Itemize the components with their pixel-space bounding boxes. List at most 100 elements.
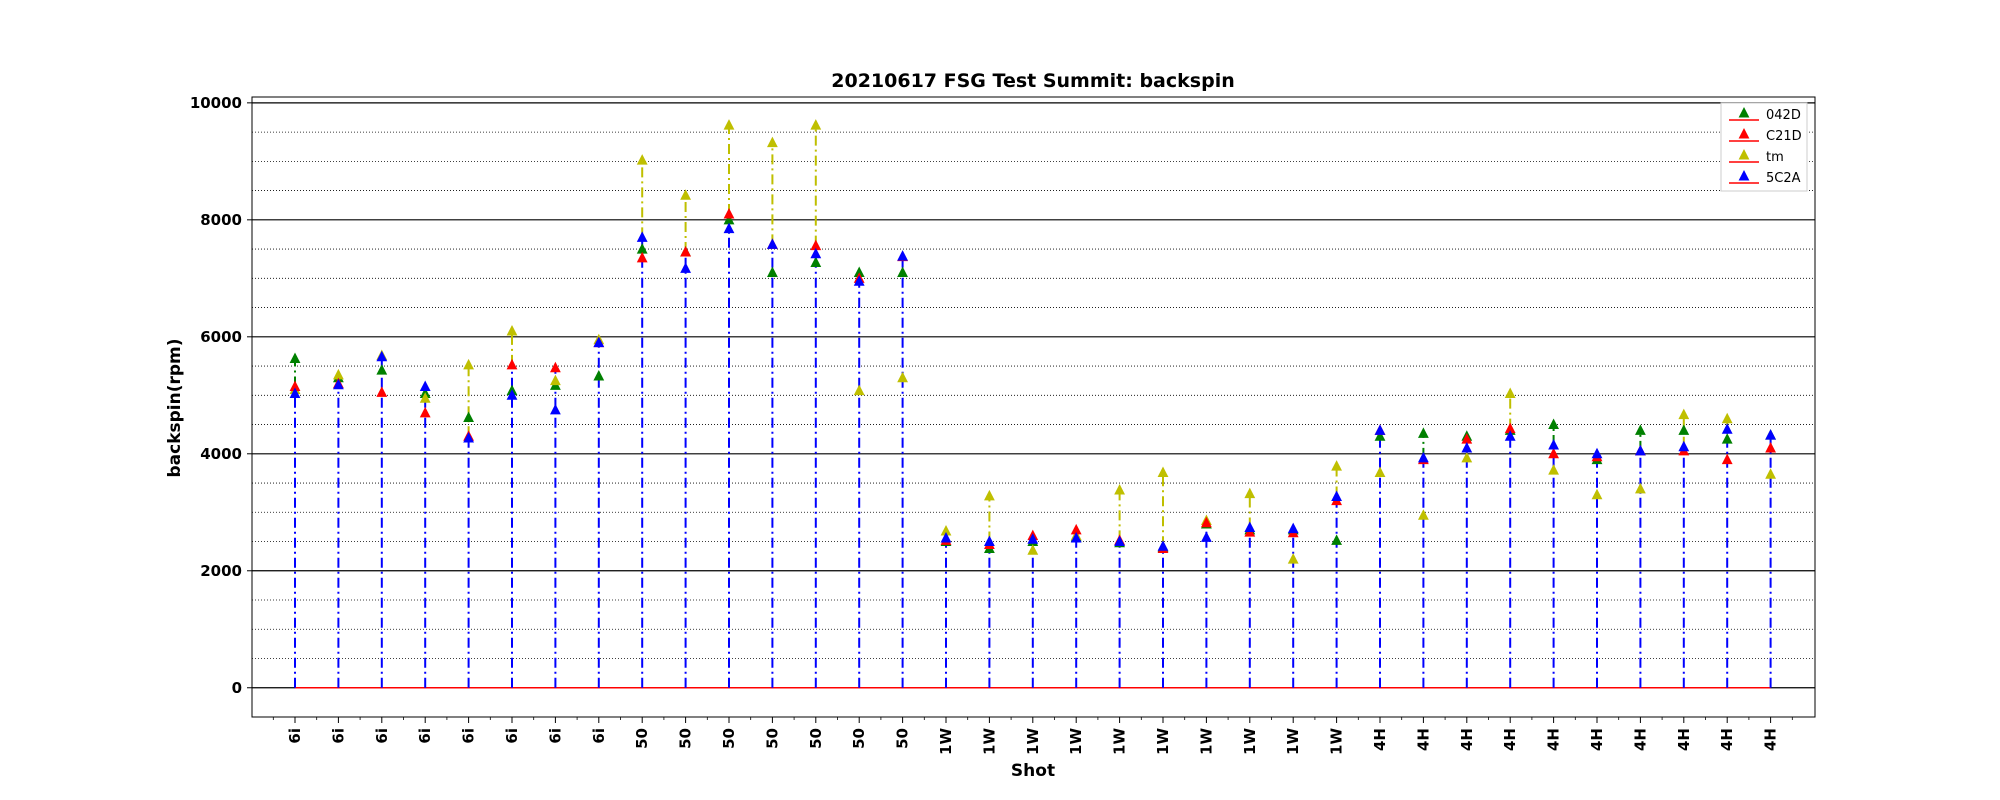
data-point-5C2A	[550, 403, 561, 415]
data-point-tm	[1244, 487, 1256, 499]
x-tick-label: 1W	[1024, 728, 1042, 755]
data-point-5C2A	[1635, 444, 1646, 456]
data-point-tm	[940, 525, 952, 536]
data-point-5C2A	[636, 231, 648, 242]
data-point-042D	[376, 364, 388, 375]
data-point-tm	[810, 119, 822, 130]
data-point-tm	[506, 324, 518, 336]
data-point-042D	[853, 266, 865, 277]
data-point-042D	[593, 370, 605, 381]
x-tick-label: 4H	[1414, 728, 1432, 751]
data-point-5C2A	[1027, 533, 1039, 544]
data-point-tm	[853, 384, 865, 396]
data-point-5C2A	[810, 247, 822, 259]
x-tick-label: 4H	[1631, 728, 1649, 751]
x-tick-label: 1W	[1111, 728, 1129, 755]
legend-label-C21D: C21D	[1766, 129, 1802, 144]
legend-marker-042D	[1738, 107, 1750, 118]
data-point-tm	[1114, 484, 1125, 495]
data-point-042D	[1548, 418, 1559, 430]
y-axis: 0 2000 4000 6000 8000 10000	[190, 94, 252, 697]
data-point-C21D	[1201, 516, 1212, 528]
x-tick-label: 1W	[1284, 728, 1302, 755]
data-point-tm	[1461, 451, 1473, 463]
markers	[289, 119, 1776, 564]
data-point-C21D	[289, 380, 301, 392]
data-point-5C2A	[1591, 447, 1603, 459]
y-tick-label: 0	[232, 679, 242, 697]
data-point-042D	[463, 411, 474, 423]
data-point-tm	[723, 119, 735, 130]
data-point-tm	[463, 358, 474, 370]
data-point-tm	[636, 154, 648, 165]
x-tick-label: 4H	[1675, 728, 1693, 751]
data-point-042D	[636, 243, 648, 254]
data-point-tm	[1418, 509, 1429, 520]
y-tick-label: 10000	[190, 94, 242, 112]
x-tick-label: 1W	[937, 728, 955, 755]
data-point-042D	[767, 266, 778, 277]
x-tick-label: 50	[720, 728, 738, 749]
x-axis: 6i 6i 6i 6i 6i 6i 6i 6i 50 50 50 50 50 50 50 1W 1W 1W 1W 1W…	[272, 717, 1793, 755]
data-point-5C2A	[1070, 532, 1082, 543]
data-point-5C2A	[1374, 424, 1386, 435]
x-tick-label: 4H	[1501, 728, 1519, 751]
legend-marker-C21D	[1738, 128, 1750, 139]
data-point-5C2A	[1504, 430, 1516, 441]
data-point-C21D	[1070, 523, 1082, 535]
data-point-042D	[1635, 424, 1646, 435]
x-tick-label: 4H	[1718, 728, 1736, 751]
x-tick-label: 1W	[1154, 728, 1172, 755]
data-point-C21D	[550, 361, 561, 373]
data-point-C21D	[636, 251, 648, 263]
x-tick-label: 4H	[1371, 728, 1389, 751]
data-point-tm	[680, 189, 691, 200]
data-point-5C2A	[940, 532, 952, 543]
data-point-C21D	[810, 239, 822, 251]
data-point-5C2A	[723, 222, 735, 234]
x-tick-label: 4H	[1762, 728, 1780, 751]
data-point-tm	[1721, 412, 1733, 424]
legend-label-042D: 042D	[1766, 108, 1801, 123]
x-tick-label: 50	[763, 728, 781, 749]
data-point-C21D	[376, 386, 388, 397]
data-point-tm	[1504, 387, 1516, 399]
x-tick-label: 50	[807, 728, 825, 749]
x-tick-label: 1W	[1241, 728, 1259, 755]
data-point-C21D	[1765, 441, 1776, 453]
data-point-tm	[1765, 468, 1776, 479]
x-tick-label: 50	[894, 728, 912, 749]
plot-frame	[251, 96, 1816, 718]
y-tick-label: 6000	[200, 328, 242, 346]
data-point-tm	[1635, 482, 1646, 494]
data-point-5C2A	[984, 535, 995, 547]
data-point-tm	[1591, 488, 1603, 500]
data-point-5C2A	[463, 432, 474, 443]
x-tick-label: 50	[850, 728, 868, 749]
x-tick-label: 4H	[1458, 728, 1476, 751]
y-axis-label: backspin(rpm)	[165, 338, 185, 477]
x-tick-label: 6i	[503, 728, 521, 744]
data-point-5C2A	[853, 275, 865, 286]
legend-box	[1720, 102, 1808, 192]
x-tick-label: 1W	[1328, 728, 1346, 755]
data-point-tm	[1548, 464, 1559, 475]
x-tick-label: 6i	[590, 728, 608, 744]
data-point-042D	[1331, 534, 1342, 545]
data-point-tm	[767, 136, 778, 148]
data-point-5C2A	[897, 250, 908, 261]
data-point-tm	[1157, 466, 1169, 478]
data-point-042D	[1418, 427, 1429, 438]
data-point-5C2A	[1678, 440, 1690, 452]
data-point-C21D	[723, 207, 735, 219]
data-point-C21D	[1461, 433, 1473, 444]
data-point-tm	[1027, 544, 1039, 555]
x-tick-label: 4H	[1588, 728, 1606, 751]
data-point-tm	[1374, 466, 1386, 478]
x-tick-label: 50	[677, 728, 695, 749]
x-tick-label: 1W	[980, 728, 998, 755]
data-point-C21D	[1548, 447, 1559, 459]
legend-marker-5C2A	[1738, 170, 1750, 181]
stems	[294, 125, 1772, 688]
